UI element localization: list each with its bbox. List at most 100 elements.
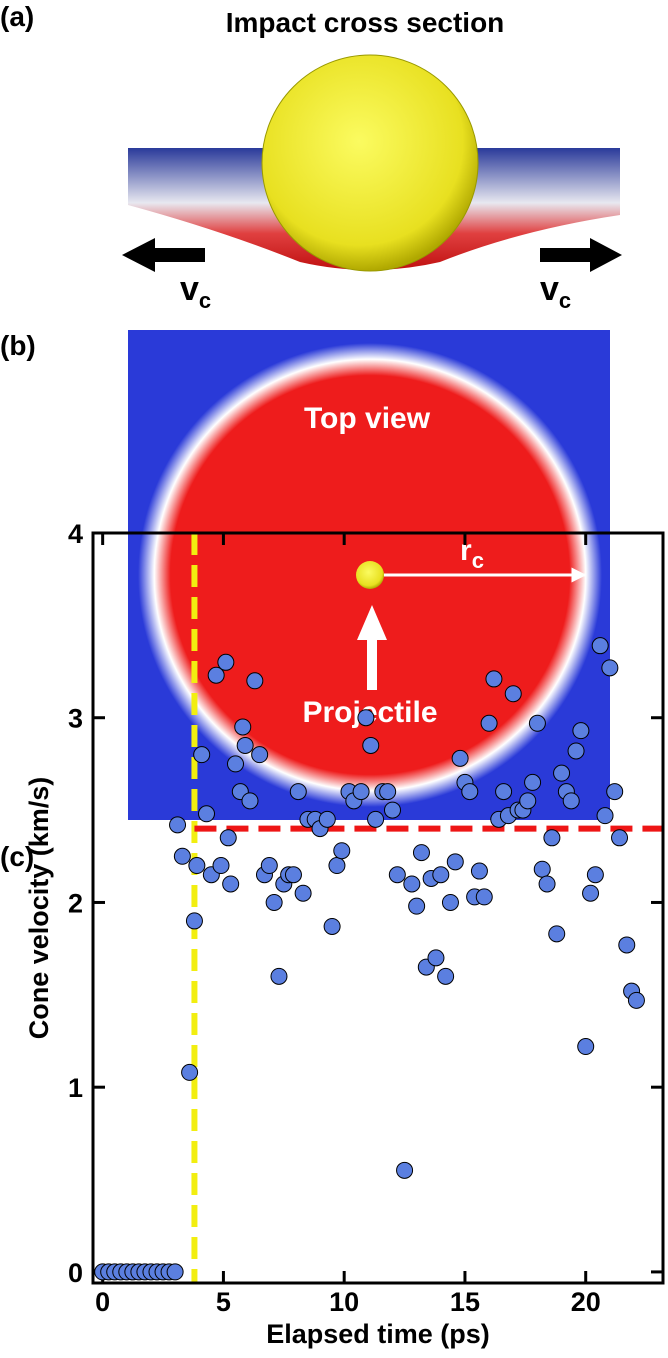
y-axis-label: Cone velocity (km/s) bbox=[24, 777, 54, 1040]
point bbox=[601, 659, 619, 677]
point bbox=[166, 1263, 184, 1281]
point bbox=[270, 967, 288, 985]
point bbox=[519, 792, 537, 810]
point bbox=[388, 866, 406, 884]
y-tick-label: 1 bbox=[68, 1073, 83, 1103]
point bbox=[284, 866, 302, 884]
point bbox=[181, 1063, 199, 1081]
velocity-label: vc bbox=[180, 270, 211, 313]
point bbox=[504, 685, 522, 703]
point bbox=[198, 805, 216, 823]
y-tick-label: 2 bbox=[68, 888, 83, 918]
symbol: r bbox=[460, 534, 472, 567]
point bbox=[396, 1161, 414, 1179]
point bbox=[328, 857, 346, 875]
point bbox=[577, 1038, 595, 1056]
point bbox=[173, 847, 191, 865]
point bbox=[446, 853, 464, 871]
y-tick-label: 3 bbox=[68, 704, 83, 734]
point bbox=[333, 842, 351, 860]
point bbox=[591, 637, 609, 655]
point bbox=[379, 783, 397, 801]
subscript: c bbox=[559, 288, 571, 313]
projectile bbox=[356, 561, 384, 589]
point bbox=[611, 829, 629, 847]
x-axis-label: Elapsed time (ps) bbox=[266, 1319, 490, 1349]
point bbox=[212, 857, 230, 875]
point bbox=[553, 764, 571, 782]
arrow bbox=[540, 238, 622, 272]
subscript: c bbox=[199, 288, 211, 313]
point bbox=[260, 857, 278, 875]
point bbox=[461, 783, 479, 801]
point bbox=[318, 810, 336, 828]
symbol: v bbox=[180, 270, 199, 308]
point bbox=[169, 816, 187, 834]
point bbox=[234, 718, 252, 736]
point bbox=[533, 860, 551, 878]
point bbox=[227, 755, 244, 773]
x-tick-label: 20 bbox=[571, 1287, 601, 1317]
panel-title: Impact cross section bbox=[226, 7, 505, 38]
point bbox=[323, 917, 341, 935]
point bbox=[618, 936, 636, 954]
point bbox=[586, 866, 604, 884]
point bbox=[451, 749, 469, 767]
point bbox=[217, 653, 235, 671]
point bbox=[289, 783, 307, 801]
point bbox=[222, 875, 240, 893]
point bbox=[246, 672, 264, 690]
point bbox=[408, 897, 426, 915]
panel-title: Top view bbox=[304, 402, 431, 435]
plot-frame bbox=[91, 531, 665, 1285]
subscript: c bbox=[472, 548, 484, 573]
point bbox=[357, 709, 375, 727]
panel-label: (a) bbox=[0, 1, 34, 32]
radius-label: rc bbox=[460, 534, 484, 573]
point bbox=[485, 670, 503, 688]
point bbox=[362, 736, 380, 754]
x-tick-label: 0 bbox=[95, 1287, 110, 1317]
point bbox=[538, 875, 556, 893]
point bbox=[207, 666, 225, 684]
y-tick-label: 4 bbox=[68, 519, 83, 549]
point bbox=[562, 792, 580, 810]
velocity-label: vc bbox=[540, 270, 571, 313]
point bbox=[193, 746, 211, 764]
projectile-arrow bbox=[357, 605, 387, 690]
point bbox=[294, 884, 312, 902]
point bbox=[627, 991, 645, 1009]
x-tick-label: 5 bbox=[216, 1287, 231, 1317]
point bbox=[480, 714, 498, 732]
point bbox=[606, 783, 624, 801]
projectile-sphere bbox=[261, 54, 479, 272]
point bbox=[367, 810, 385, 828]
panel-label: (c) bbox=[0, 841, 34, 872]
point bbox=[567, 742, 585, 760]
point bbox=[352, 783, 370, 801]
point bbox=[236, 736, 254, 754]
point bbox=[412, 844, 430, 862]
point bbox=[470, 862, 488, 880]
point bbox=[241, 792, 259, 810]
arrow bbox=[122, 238, 205, 272]
point bbox=[437, 967, 455, 985]
panel-label: (b) bbox=[0, 330, 36, 361]
point bbox=[441, 893, 459, 911]
point bbox=[475, 888, 493, 906]
y-tick-label: 0 bbox=[68, 1258, 83, 1288]
point bbox=[188, 857, 206, 875]
point bbox=[432, 866, 450, 884]
point bbox=[251, 746, 269, 764]
point bbox=[572, 722, 590, 740]
point bbox=[265, 893, 283, 911]
x-tick-label: 10 bbox=[329, 1287, 359, 1317]
point bbox=[528, 714, 546, 732]
x-tick-label: 15 bbox=[450, 1287, 480, 1317]
point bbox=[495, 783, 513, 801]
symbol: v bbox=[540, 270, 559, 308]
point bbox=[548, 925, 566, 943]
point bbox=[427, 949, 445, 967]
point bbox=[596, 807, 614, 825]
